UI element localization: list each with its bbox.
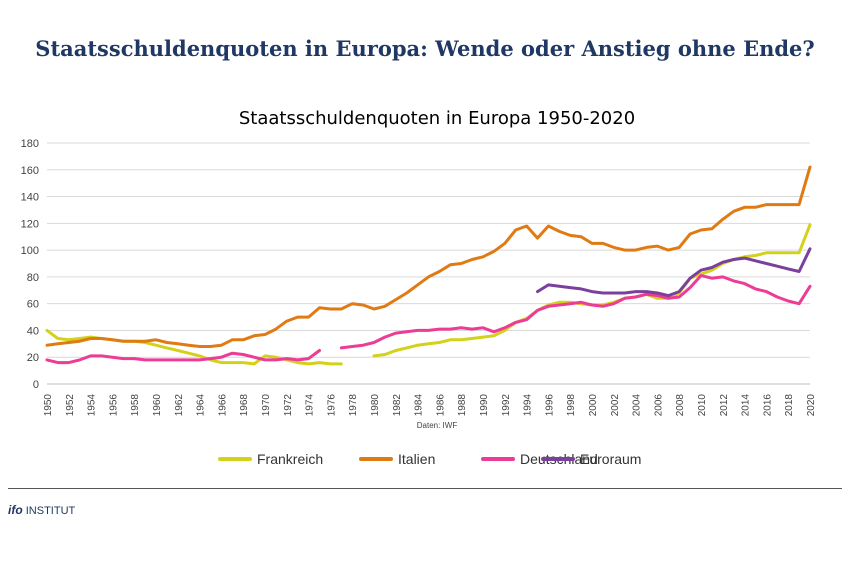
x-tick-label: 1974 xyxy=(305,394,316,417)
x-tick-label: 1972 xyxy=(283,394,294,417)
x-tick-label: 1986 xyxy=(435,394,446,417)
x-tick-label: 1966 xyxy=(217,394,228,417)
legend-label: Frankreich xyxy=(257,451,323,467)
x-tick-label: 1996 xyxy=(544,394,555,417)
chart-source: Daten: IWF xyxy=(417,421,458,430)
x-tick-label: 2006 xyxy=(653,394,664,417)
y-axis: 0 20 40 60 80 100 120 140 160 180 xyxy=(21,138,39,391)
ifo-logo: ifo INSTITUT xyxy=(8,503,75,517)
x-tick-label: 1982 xyxy=(392,394,403,417)
x-tick-label: 1984 xyxy=(414,394,425,417)
x-tick-label: 2010 xyxy=(697,394,708,417)
line-chart: Staatsschuldenquoten in Europa 1950-2020… xyxy=(21,108,817,467)
x-tick-label: 1962 xyxy=(174,394,185,417)
y-tick-label: 80 xyxy=(27,272,39,284)
y-tick-label: 60 xyxy=(27,299,39,311)
x-tick-label: 2012 xyxy=(719,394,730,417)
y-tick-label: 20 xyxy=(27,352,39,364)
x-axis: 1950 1952 1954 1956 1958 1960 1962 1964 1966 1968… xyxy=(43,394,817,417)
x-tick-label: 1998 xyxy=(566,394,577,417)
x-tick-label: 1952 xyxy=(65,394,76,417)
x-tick-label: 1950 xyxy=(43,394,54,417)
x-tick-label: 1958 xyxy=(130,394,141,417)
y-tick-label: 140 xyxy=(21,192,39,204)
x-tick-label: 1978 xyxy=(348,394,359,417)
x-tick-label: 1980 xyxy=(370,394,381,417)
x-tick-label: 1970 xyxy=(261,394,272,417)
x-tick-label: 2000 xyxy=(588,394,599,417)
legend-label: Italien xyxy=(398,451,435,467)
x-tick-label: 2008 xyxy=(675,394,686,417)
chart-legend: FrankreichItalienDeutschlandEuroraum xyxy=(218,451,641,467)
x-tick-label: 1964 xyxy=(196,394,207,417)
series-line-deutschland xyxy=(45,349,321,365)
legend-label: Euroraum xyxy=(580,451,641,467)
x-tick-label: 1976 xyxy=(326,394,337,417)
series-line-italien xyxy=(45,165,812,348)
chart-series xyxy=(45,165,812,366)
x-tick-label: 1956 xyxy=(108,394,119,417)
x-tick-label: 2002 xyxy=(610,394,621,417)
x-tick-label: 1990 xyxy=(479,394,490,417)
x-tick-label: 2018 xyxy=(784,394,795,417)
x-tick-label: 2016 xyxy=(762,394,773,417)
series-line-deutschland xyxy=(339,274,812,350)
y-tick-label: 120 xyxy=(21,218,39,230)
y-tick-label: 100 xyxy=(21,245,39,257)
logo-suffix: INSTITUT xyxy=(25,505,76,517)
series-line-euroraum xyxy=(536,247,812,298)
footer-divider xyxy=(8,488,842,489)
y-tick-label: 160 xyxy=(21,165,39,177)
logo-word: ifo xyxy=(8,503,23,517)
page-title: Staatsschuldenquoten in Europa: Wende od… xyxy=(35,36,815,61)
x-tick-label: 2004 xyxy=(632,394,643,417)
y-tick-label: 180 xyxy=(21,138,39,150)
y-tick-label: 40 xyxy=(27,325,39,337)
x-tick-label: 2020 xyxy=(806,394,817,417)
x-tick-label: 1968 xyxy=(239,394,250,417)
x-tick-label: 2014 xyxy=(741,394,752,417)
x-tick-label: 1988 xyxy=(457,394,468,417)
x-tick-label: 1994 xyxy=(523,394,534,417)
x-tick-label: 1960 xyxy=(152,394,163,417)
y-tick-label: 0 xyxy=(33,379,39,391)
chart-title: Staatsschuldenquoten in Europa 1950-2020 xyxy=(239,108,635,129)
x-tick-label: 1992 xyxy=(501,394,512,417)
x-tick-label: 1954 xyxy=(87,394,98,417)
